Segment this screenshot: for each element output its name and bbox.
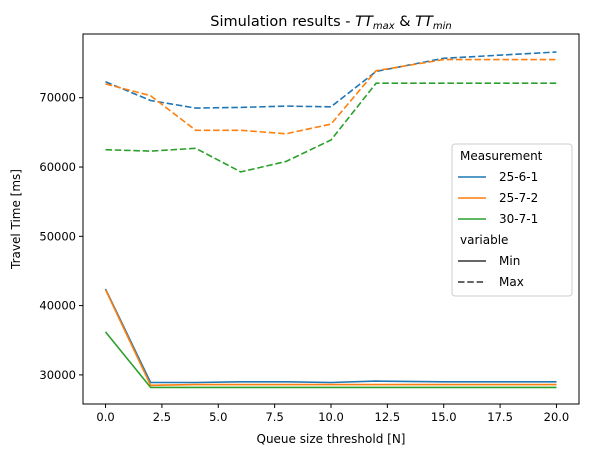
y-tick-label: 40000 xyxy=(39,299,76,313)
y-tick-label: 60000 xyxy=(39,160,76,174)
title-math-first-sub: max xyxy=(373,21,395,32)
x-tick-label: 7.5 xyxy=(265,410,283,424)
series-line-25-7-2-max xyxy=(105,58,557,135)
series-line-25-6-1-max xyxy=(105,51,557,109)
legend-title-variable: variable xyxy=(460,233,508,247)
y-axis-label: Travel Time [ms] xyxy=(9,169,23,270)
y-tick-label: 30000 xyxy=(39,368,76,382)
legend-entry-25-6-1-label: 25-6-1 xyxy=(499,170,538,184)
chart-title-prefix: Simulation results - xyxy=(210,14,355,30)
x-tick-label: 15.0 xyxy=(431,410,457,424)
x-tick-label: 10.0 xyxy=(318,410,344,424)
x-tick-label: 17.5 xyxy=(487,410,513,424)
series-line-25-7-2-min xyxy=(104,289,557,387)
legend: Measurement 25-6-1 25-7-2 30-7-1 variable Min… xyxy=(451,143,573,297)
y-tick-label: 50000 xyxy=(39,229,76,243)
legend-entry-25-7-2-label: 25-7-2 xyxy=(499,191,538,205)
legend-entry-max-label: Max xyxy=(499,275,524,289)
series-line-30-7-1-max xyxy=(105,82,557,173)
y-tick-label: 70000 xyxy=(39,91,76,105)
chart-title: Simulation results - TTmax & TTmin xyxy=(210,14,452,32)
title-math-second-base: TT xyxy=(415,14,434,30)
x-axis-label: Queue size threshold [N] xyxy=(257,432,406,446)
title-math-joiner: & xyxy=(395,14,416,30)
series-line-25-6-1-min xyxy=(104,288,557,384)
x-tick-label: 0.0 xyxy=(96,410,114,424)
title-math-first-base: TT xyxy=(355,14,374,30)
legend-box xyxy=(451,143,573,297)
legend-entry-min-label: Min xyxy=(499,254,520,268)
y-axis: 30000 40000 50000 60000 70000 xyxy=(39,91,83,382)
x-tick-label: 20.0 xyxy=(544,410,570,424)
legend-entry-30-7-1-label: 30-7-1 xyxy=(499,212,538,226)
legend-title-measurement: Measurement xyxy=(460,149,543,163)
x-axis: 0.0 2.5 5.0 7.5 10.0 12.5 15.0 17.5 20.0 xyxy=(96,404,569,424)
x-tick-label: 5.0 xyxy=(209,410,227,424)
x-tick-label: 12.5 xyxy=(375,410,401,424)
svg-text:Simulation results - TTmax & T: Simulation results - TTmax & TTmin xyxy=(210,14,452,32)
plot-frame xyxy=(82,33,580,405)
title-math-second-sub: min xyxy=(433,21,452,32)
plot-series xyxy=(104,51,557,389)
x-tick-label: 2.5 xyxy=(153,410,171,424)
series-line-30-7-1-min xyxy=(104,331,557,389)
